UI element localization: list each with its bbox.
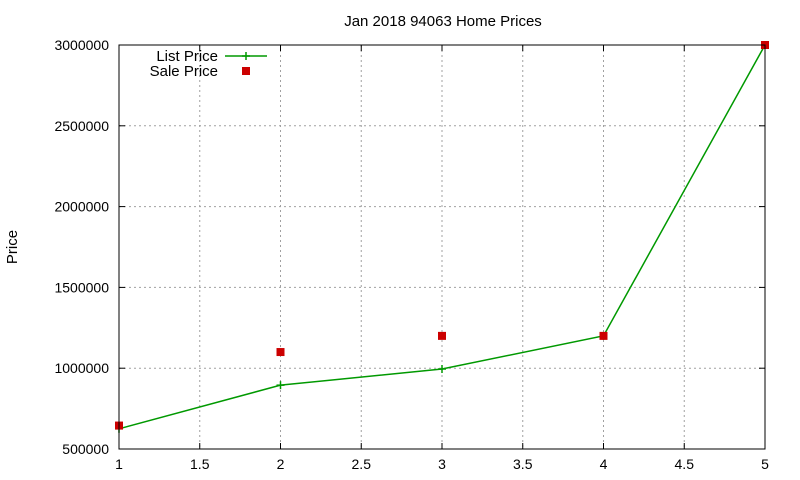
list-price-point [276, 381, 285, 390]
x-tick-label: 3 [438, 456, 446, 472]
x-tick-label: 1.5 [190, 456, 210, 472]
sale-price-point [276, 348, 285, 357]
chart-title: Jan 2018 94063 Home Prices [344, 13, 542, 30]
x-tick-label: 5 [761, 456, 769, 472]
legend-label: List Price [156, 48, 218, 65]
legend-item: List Price [156, 48, 267, 65]
x-tick-label: 2.5 [352, 456, 372, 472]
x-tick-label: 4 [600, 456, 608, 472]
x-tick-label: 1 [115, 456, 123, 472]
x-tick-label: 3.5 [513, 456, 533, 472]
grid-lines [119, 45, 765, 449]
legend-item: Sale Price [150, 63, 250, 80]
y-tick-label: 500000 [62, 441, 109, 457]
legend-square-marker [242, 67, 250, 75]
y-axis-label: Price [4, 230, 21, 264]
sale-price-point [438, 331, 446, 340]
y-tick-label: 1000000 [54, 360, 109, 376]
axis-ticks: 1 1.5 2 2.5 3 3.5 4 4.5 5 500000 1000000 1500000 200… [54, 37, 769, 472]
legend-plus-marker [242, 52, 250, 60]
list-price-point [438, 365, 446, 374]
sale-price-point [599, 331, 608, 340]
x-tick-label: 2 [277, 456, 285, 472]
x-tick-label: 4.5 [675, 456, 695, 472]
y-tick-label: 2000000 [54, 199, 109, 215]
y-tick-label: 2500000 [54, 118, 109, 134]
legend-label: Sale Price [150, 63, 218, 80]
y-tick-label: 1500000 [54, 279, 109, 295]
y-tick-label: 3000000 [54, 37, 109, 53]
